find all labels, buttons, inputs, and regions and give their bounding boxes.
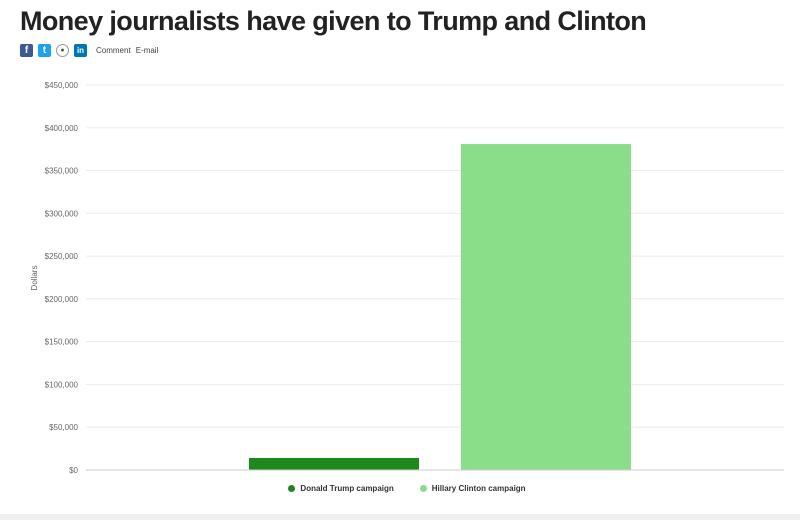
bar-clinton[interactable] bbox=[461, 144, 631, 471]
page-title: Money journalists have given to Trump an… bbox=[20, 6, 647, 36]
y-tick-label: $400,000 bbox=[45, 124, 79, 133]
email-link[interactable]: E-mail bbox=[135, 46, 159, 55]
legend-item-clinton[interactable]: Hillary Clinton campaign bbox=[406, 484, 526, 493]
y-tick-label: $100,000 bbox=[45, 380, 79, 389]
legend-item-trump[interactable]: Donald Trump campaign bbox=[274, 484, 394, 493]
legend-swatch-trump bbox=[288, 485, 296, 492]
facebook-icon[interactable]: f bbox=[20, 44, 33, 57]
y-axis-ticks: $0 $50,000 $100,000 $150,000 $200,000 $250,00… bbox=[45, 81, 79, 475]
legend-label-clinton: Hillary Clinton campaign bbox=[431, 484, 526, 493]
y-tick-label: $0 bbox=[69, 466, 78, 475]
share-bar: f t ● in Comment E-mail bbox=[20, 44, 158, 57]
gridlines bbox=[86, 84, 784, 471]
y-tick-label: $300,000 bbox=[45, 209, 79, 218]
y-axis-label: Dollars bbox=[30, 266, 39, 291]
legend-label-trump: Donald Trump campaign bbox=[300, 484, 394, 493]
bottom-bar bbox=[0, 514, 800, 520]
twitter-icon[interactable]: t bbox=[38, 44, 51, 57]
y-tick-label: $150,000 bbox=[45, 338, 79, 347]
y-tick-label: $200,000 bbox=[45, 295, 79, 304]
chart-legend: Donald Trump campaign Hillary Clinton ca… bbox=[0, 484, 800, 493]
reddit-icon[interactable]: ● bbox=[56, 44, 69, 57]
y-tick-label: $350,000 bbox=[45, 167, 79, 176]
y-tick-label: $450,000 bbox=[45, 81, 79, 90]
y-tick-label: $250,000 bbox=[45, 252, 79, 261]
legend-swatch-clinton bbox=[419, 485, 427, 492]
bar-trump[interactable] bbox=[249, 458, 419, 470]
bars bbox=[249, 144, 631, 471]
y-tick-label: $50,000 bbox=[49, 423, 78, 432]
comment-link[interactable]: Comment bbox=[96, 46, 131, 55]
linkedin-icon[interactable]: in bbox=[74, 44, 87, 57]
